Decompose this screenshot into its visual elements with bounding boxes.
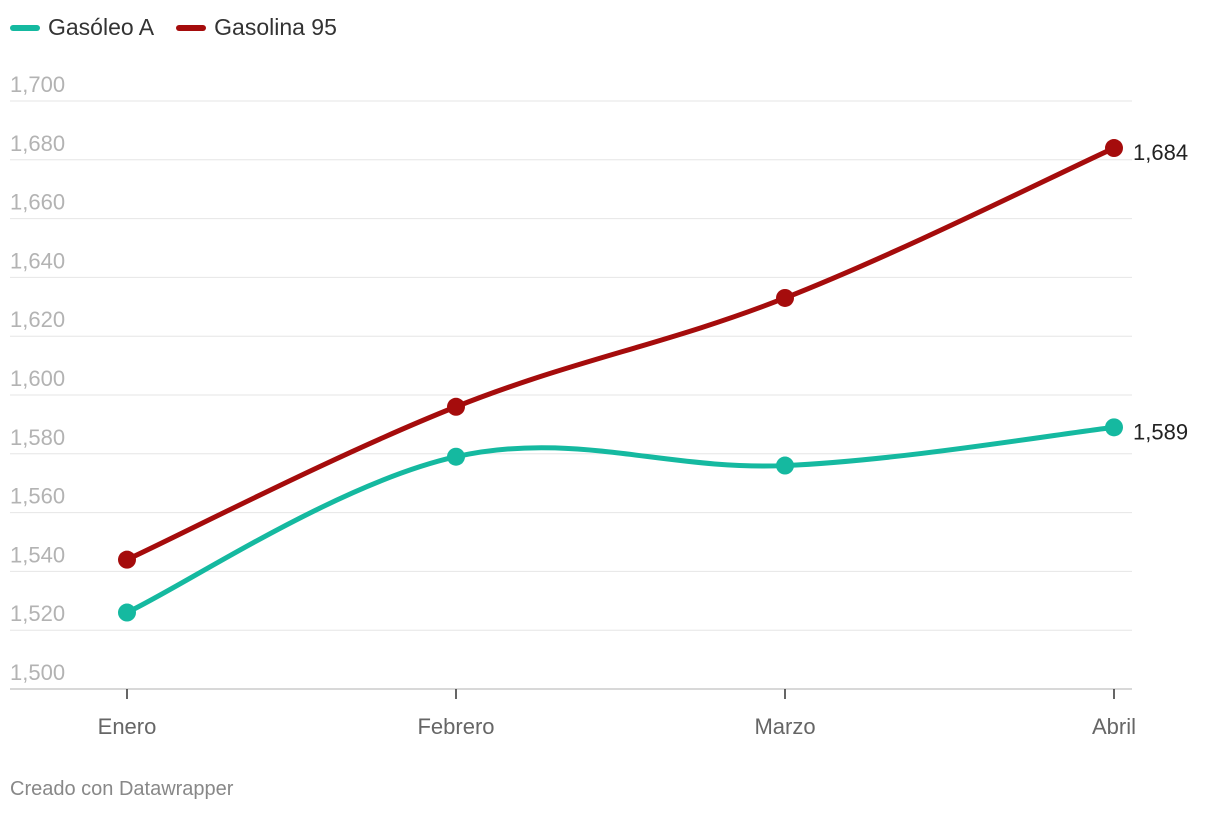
legend: Gasóleo A Gasolina 95: [10, 14, 337, 41]
y-tick-label: 1,620: [10, 307, 65, 332]
data-point: [118, 603, 136, 622]
y-tick-label: 1,560: [10, 484, 65, 509]
data-point: [1105, 418, 1123, 437]
y-tick-label: 1,660: [10, 190, 65, 215]
y-tick-label: 1,640: [10, 248, 65, 273]
y-tick-label: 1,700: [10, 72, 65, 97]
data-point: [776, 288, 794, 307]
footer-credit: Creado con Datawrapper: [10, 778, 234, 800]
end-value-label: 1,589: [1133, 419, 1188, 444]
legend-swatch-gasoleo: [10, 24, 40, 31]
x-tick-label: Marzo: [754, 714, 815, 739]
x-tick-label: Abril: [1092, 714, 1136, 739]
series-line: [124, 145, 1117, 563]
x-tick-label: Enero: [98, 714, 157, 739]
data-point: [1105, 139, 1123, 158]
y-tick-label: 1,540: [10, 542, 65, 567]
y-tick-label: 1,680: [10, 131, 65, 156]
y-tick-label: 1,520: [10, 601, 65, 626]
series-line: [124, 424, 1117, 616]
legend-swatch-gasolina: [176, 24, 207, 31]
legend-item-gasolina: Gasolina 95: [176, 14, 337, 41]
y-tick-label: 1,580: [10, 425, 65, 450]
data-point: [447, 447, 465, 466]
y-tick-label: 1,500: [10, 660, 65, 685]
data-point: [118, 550, 136, 569]
data-point: [776, 456, 794, 475]
legend-label-gasolina: Gasolina 95: [214, 14, 337, 40]
end-value-label: 1,684: [1133, 140, 1188, 165]
legend-label-gasoleo: Gasóleo A: [48, 14, 155, 40]
y-tick-label: 1,600: [10, 366, 65, 391]
legend-item-gasoleo: Gasóleo A: [10, 14, 154, 41]
data-point: [447, 397, 465, 416]
x-tick-label: Febrero: [417, 714, 494, 739]
